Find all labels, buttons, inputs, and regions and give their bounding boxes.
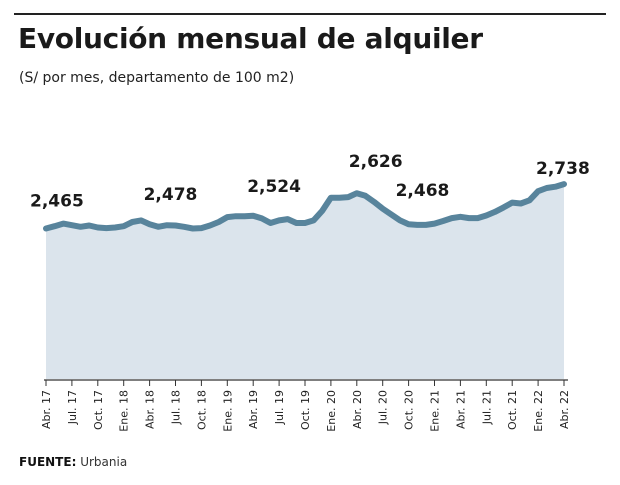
x-tick-label: Ene. 18 bbox=[118, 390, 131, 432]
data-label: 2,524 bbox=[247, 177, 301, 197]
x-tick-label: Abr. 22 bbox=[558, 390, 571, 429]
data-label: 2,626 bbox=[349, 152, 403, 172]
x-tick-label: Jul. 21 bbox=[480, 390, 493, 425]
chart-title: Evolución mensual de alquiler bbox=[18, 22, 483, 55]
x-tick-label: Oct. 20 bbox=[403, 390, 416, 430]
x-tick-label: Jul. 17 bbox=[66, 390, 79, 425]
x-tick-label: Abr. 20 bbox=[351, 390, 364, 429]
x-tick-label: Ene. 20 bbox=[325, 390, 338, 432]
x-axis-ticks: Abr. 17 Jul. 17 Oct. 17 Ene. 18 Abr. 18 Jul. … bbox=[40, 380, 571, 432]
source-label: FUENTE: bbox=[19, 455, 77, 469]
x-tick-label: Abr. 19 bbox=[247, 390, 260, 429]
x-tick-label: Ene. 19 bbox=[221, 390, 234, 432]
data-label: 2,738 bbox=[536, 159, 590, 179]
series-line bbox=[43, 181, 567, 232]
plot-area bbox=[43, 181, 567, 379]
source-value: Urbania bbox=[80, 455, 128, 469]
x-tick-label: Oct. 19 bbox=[299, 390, 312, 430]
x-tick-label: Oct. 17 bbox=[92, 390, 105, 430]
data-label: 2,468 bbox=[396, 181, 450, 201]
x-tick-label: Abr. 21 bbox=[454, 390, 467, 429]
data-label: 2,465 bbox=[30, 191, 84, 211]
x-tick-label: Jul. 19 bbox=[273, 390, 286, 425]
x-tick-label: Abr. 18 bbox=[144, 390, 157, 429]
x-tick-label: Ene. 22 bbox=[532, 390, 545, 432]
data-label: 2,478 bbox=[144, 185, 198, 205]
top-rule bbox=[14, 13, 606, 15]
data-labels: 2,465 2,478 2,524 2,626 2,468 2,738 bbox=[30, 152, 590, 211]
chart-subtitle: (S/ por mes, departamento de 100 m2) bbox=[19, 70, 295, 86]
x-tick-label: Abr. 17 bbox=[40, 390, 53, 429]
x-tick-label: Oct. 18 bbox=[195, 390, 208, 430]
source-note: FUENTE: Urbania bbox=[19, 455, 127, 469]
x-tick-label: Oct. 21 bbox=[506, 390, 519, 430]
x-tick-label: Jul. 20 bbox=[377, 390, 390, 425]
area-fill bbox=[46, 184, 564, 379]
x-tick-label: Jul. 18 bbox=[170, 390, 183, 425]
rent-area-chart: Abr. 17 Jul. 17 Oct. 17 Ene. 18 Abr. 18 Jul. … bbox=[30, 152, 590, 432]
x-tick-label: Ene. 21 bbox=[429, 390, 442, 432]
